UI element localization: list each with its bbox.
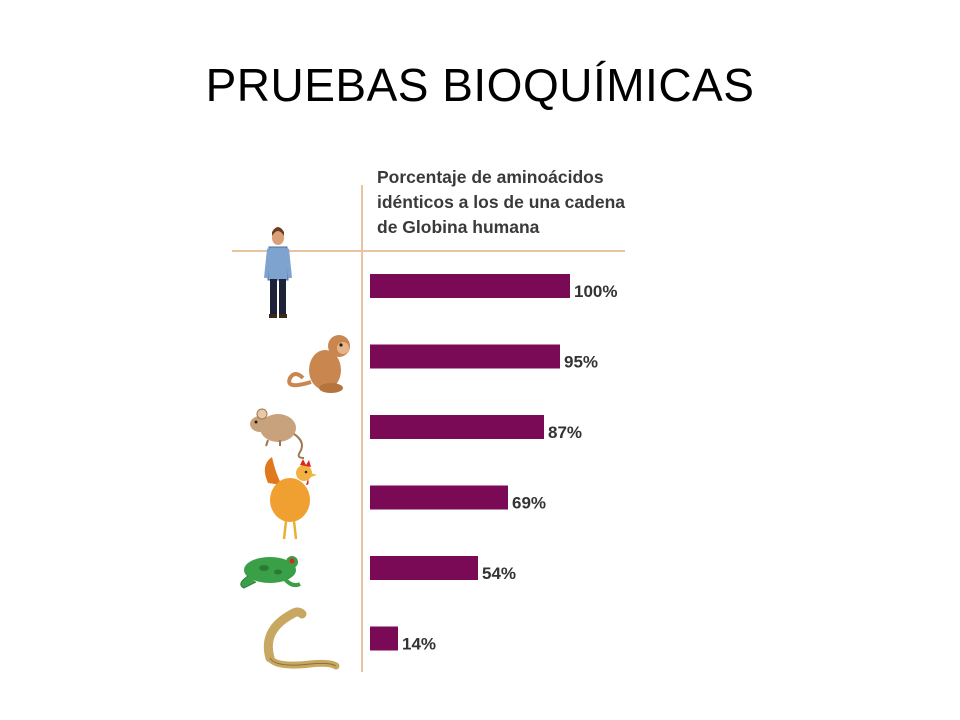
bar-human bbox=[370, 274, 570, 298]
mouse-icon bbox=[250, 408, 305, 459]
human-icon bbox=[264, 227, 292, 318]
bar-monkey bbox=[370, 344, 560, 369]
chart-title-line-3: de Globina humana bbox=[377, 217, 540, 237]
frog-icon bbox=[240, 556, 301, 589]
bar-value-label: 87% bbox=[548, 423, 582, 442]
bar-chart-svg: 100% 95% 87% 69% 54% 14% bbox=[232, 185, 625, 672]
bar-value-label: 69% bbox=[512, 494, 546, 513]
bar-value-label: 54% bbox=[482, 564, 516, 583]
bar-value-label: 95% bbox=[564, 353, 598, 372]
bars-layer: 100% 95% 87% 69% 54% 14% bbox=[370, 274, 617, 654]
chart-title: Porcentaje de aminoácidos idénticos a lo… bbox=[377, 165, 707, 240]
bar-value-label: 14% bbox=[402, 635, 436, 654]
bar-lamprey bbox=[370, 626, 398, 651]
bar-value-label: 100% bbox=[574, 282, 617, 301]
bar-rooster bbox=[370, 485, 508, 510]
slide-title: PRUEBAS BIOQUÍMICAS bbox=[205, 59, 755, 111]
monkey-icon bbox=[287, 335, 350, 393]
rooster-icon bbox=[264, 457, 317, 540]
bar-frog bbox=[370, 556, 478, 580]
chart-title-line-1: Porcentaje de aminoácidos bbox=[377, 167, 604, 187]
chart: 100% 95% 87% 69% 54% 14% Porcentaje de aminoá… bbox=[200, 150, 760, 680]
chart-title-line-2: idénticos a los de una cadena bbox=[377, 192, 625, 212]
bar-mouse bbox=[370, 415, 544, 439]
lamprey-icon bbox=[263, 607, 340, 670]
